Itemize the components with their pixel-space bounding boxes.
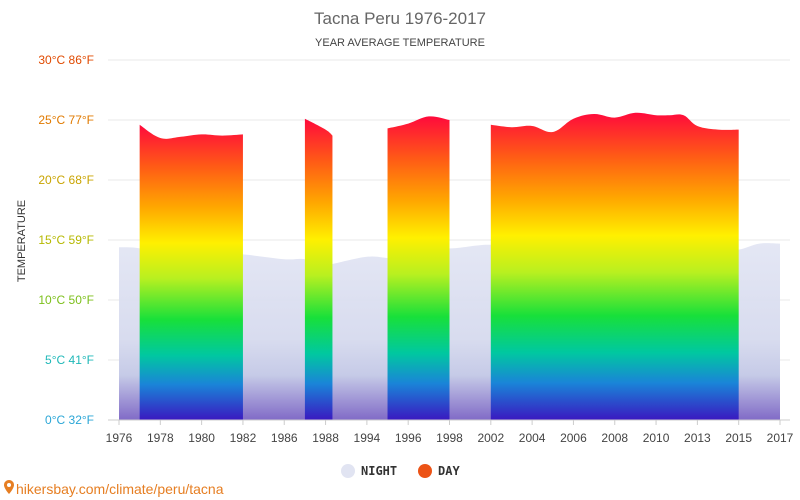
y-tick-label: 0°C 32°F	[45, 413, 94, 427]
y-tick-label: 20°C 68°F	[38, 173, 94, 187]
chart-title: Tacna Peru 1976-2017	[314, 9, 486, 28]
x-tick-label: 2010	[643, 431, 670, 445]
x-tick-label: 2017	[767, 431, 794, 445]
day-area-segment-4	[490, 112, 739, 421]
x-tick-label: 1980	[188, 431, 215, 445]
y-axis-ticks: 0°C 32°F 5°C 41°F 10°C 50°F 15°C 59°F 20°C 6…	[38, 53, 94, 427]
x-tick-label: 1994	[354, 431, 381, 445]
x-tick-label: 2002	[477, 431, 504, 445]
day-area-segment-1	[139, 124, 243, 421]
x-tick-label: 1996	[395, 431, 422, 445]
x-axis: 1976 1978 1980 1982 1986 1988 1994 1996 1998 2002…	[106, 419, 794, 445]
y-tick-label: 5°C 41°F	[45, 353, 94, 367]
night-legend-dot	[341, 464, 355, 478]
map-pin-icon	[4, 480, 14, 494]
source-link[interactable]: hikersbay.com/climate/peru/tacna	[4, 480, 224, 497]
x-tick-label: 1976	[106, 431, 133, 445]
x-tick-label: 1988	[312, 431, 339, 445]
x-tick-label: 1998	[436, 431, 463, 445]
day-series	[139, 112, 739, 421]
x-tick-label: 1982	[230, 431, 257, 445]
legend: NIGHT DAY	[341, 464, 460, 478]
x-tick-label: 2008	[601, 431, 628, 445]
x-tick-label: 2004	[519, 431, 546, 445]
x-tick-label: 2015	[725, 431, 752, 445]
x-tick-label: 1978	[147, 431, 174, 445]
legend-label-night: NIGHT	[361, 464, 397, 478]
legend-label-day: DAY	[438, 464, 460, 478]
y-tick-label: 15°C 59°F	[38, 233, 94, 247]
x-tick-label: 1986	[271, 431, 298, 445]
legend-item-night[interactable]: NIGHT	[341, 464, 397, 478]
y-tick-label: 25°C 77°F	[38, 113, 94, 127]
day-area-segment-2	[304, 118, 333, 421]
day-area-segment-3	[387, 116, 450, 420]
day-legend-dot	[418, 464, 432, 478]
y-axis-label: TEMPERATURE	[16, 200, 28, 282]
x-tick-label: 2006	[560, 431, 587, 445]
legend-item-day[interactable]: DAY	[418, 464, 460, 478]
y-tick-label: 30°C 86°F	[38, 53, 94, 67]
x-tick-label: 2013	[684, 431, 711, 445]
chart-subtitle: YEAR AVERAGE TEMPERATURE	[315, 37, 485, 49]
y-tick-label: 10°C 50°F	[38, 293, 94, 307]
source-url: hikersbay.com/climate/peru/tacna	[16, 481, 224, 497]
